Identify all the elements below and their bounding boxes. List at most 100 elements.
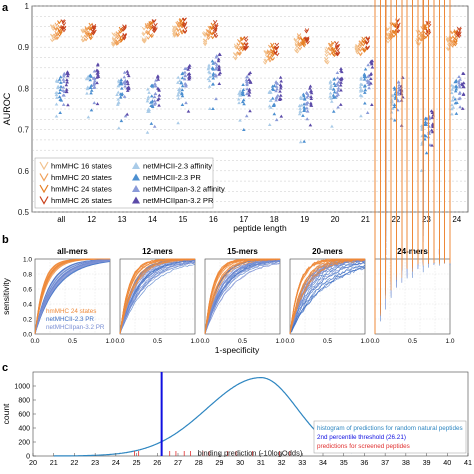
auroc-marker	[305, 106, 309, 110]
auroc-marker	[300, 38, 305, 42]
auroc-marker	[324, 53, 329, 58]
auroc-marker	[88, 22, 93, 27]
auroc-marker	[89, 74, 94, 78]
auroc-marker	[305, 95, 309, 99]
auroc-marker	[366, 63, 370, 67]
auroc-marker	[149, 103, 153, 107]
auroc-marker	[64, 83, 69, 87]
auroc-marker	[236, 46, 241, 51]
auroc-marker	[297, 43, 302, 47]
auroc-marker	[176, 90, 181, 94]
auroc-marker	[427, 23, 432, 28]
y-tick-label: 0.0	[23, 332, 32, 339]
auroc-marker	[57, 90, 62, 94]
auroc-marker	[171, 30, 177, 34]
auroc-marker	[54, 22, 59, 27]
auroc-marker	[392, 87, 397, 91]
roc-curve	[289, 258, 366, 335]
auroc-marker	[363, 101, 367, 105]
auroc-marker	[178, 19, 183, 23]
auroc-marker	[365, 80, 370, 84]
auroc-marker	[95, 81, 99, 85]
auroc-marker	[118, 95, 123, 99]
auroc-marker	[430, 130, 435, 134]
auroc-marker	[328, 51, 333, 56]
auroc-marker	[336, 83, 340, 87]
auroc-marker	[361, 36, 366, 41]
auroc-marker	[335, 52, 340, 57]
auroc-marker	[278, 97, 283, 101]
auroc-marker	[324, 50, 329, 55]
auroc-marker	[141, 26, 147, 31]
auroc-marker	[180, 84, 185, 88]
auroc-marker	[145, 31, 150, 36]
legend-marker	[39, 184, 49, 194]
x-tick-label: 1.0	[190, 338, 199, 345]
auroc-marker	[331, 93, 336, 97]
auroc-marker	[244, 75, 249, 79]
auroc-marker	[363, 88, 368, 92]
auroc-marker	[153, 83, 158, 87]
auroc-marker	[294, 42, 299, 46]
auroc-marker	[111, 36, 117, 41]
auroc-marker	[65, 71, 69, 75]
auroc-marker	[271, 88, 276, 92]
auroc-marker	[214, 24, 219, 29]
auroc-marker	[391, 33, 397, 38]
x-tick-label: 33	[298, 458, 306, 467]
auroc-marker	[302, 94, 306, 98]
auroc-marker	[328, 87, 333, 91]
auroc-marker	[263, 58, 268, 63]
histogram-curve	[53, 377, 353, 457]
auroc-marker	[211, 71, 216, 75]
auroc-marker	[153, 81, 157, 85]
auroc-marker	[274, 96, 279, 100]
auroc-marker	[175, 33, 181, 38]
auroc-marker	[91, 24, 97, 28]
auroc-marker	[430, 123, 435, 127]
auroc-marker	[339, 68, 343, 72]
auroc-marker	[216, 57, 221, 61]
auroc-marker	[358, 85, 363, 89]
auroc-marker	[367, 83, 371, 87]
auroc-marker	[237, 51, 242, 56]
auroc-marker	[208, 75, 212, 79]
auroc-marker	[216, 59, 221, 63]
auroc-marker	[453, 42, 458, 47]
auroc-marker	[248, 71, 253, 75]
auroc-marker	[329, 99, 334, 103]
auroc-marker	[213, 28, 218, 32]
auroc-marker	[80, 35, 86, 39]
auroc-marker	[301, 43, 307, 48]
auroc-marker	[454, 111, 459, 115]
auroc-marker	[298, 109, 303, 113]
auroc-marker	[272, 112, 277, 116]
auroc-marker	[172, 28, 177, 33]
auroc-marker	[206, 29, 212, 34]
legend-box	[34, 157, 214, 209]
auroc-marker	[125, 69, 130, 73]
auroc-marker	[241, 83, 245, 87]
legend-marker	[39, 196, 49, 205]
auroc-marker	[274, 118, 279, 122]
auroc-marker	[309, 89, 313, 93]
roc-curve	[374, 0, 451, 335]
y-axis-label: sensitivity	[1, 277, 11, 315]
auroc-marker	[86, 115, 91, 119]
legend-label: hmMHC 24 states	[51, 185, 112, 194]
auroc-marker	[213, 61, 217, 65]
auroc-marker	[156, 77, 161, 81]
auroc-marker	[152, 19, 157, 23]
auroc-marker	[392, 105, 397, 109]
roc-curve	[119, 261, 196, 335]
x-tick-label: 23	[91, 458, 99, 467]
auroc-marker	[275, 87, 279, 91]
auroc-marker	[369, 81, 373, 85]
roc-curve	[289, 267, 366, 333]
auroc-marker	[95, 102, 100, 106]
auroc-marker	[453, 39, 458, 44]
y-tick-label: 0.8	[23, 272, 32, 279]
auroc-marker	[305, 117, 310, 121]
auroc-marker	[304, 37, 309, 41]
auroc-marker	[450, 44, 455, 48]
